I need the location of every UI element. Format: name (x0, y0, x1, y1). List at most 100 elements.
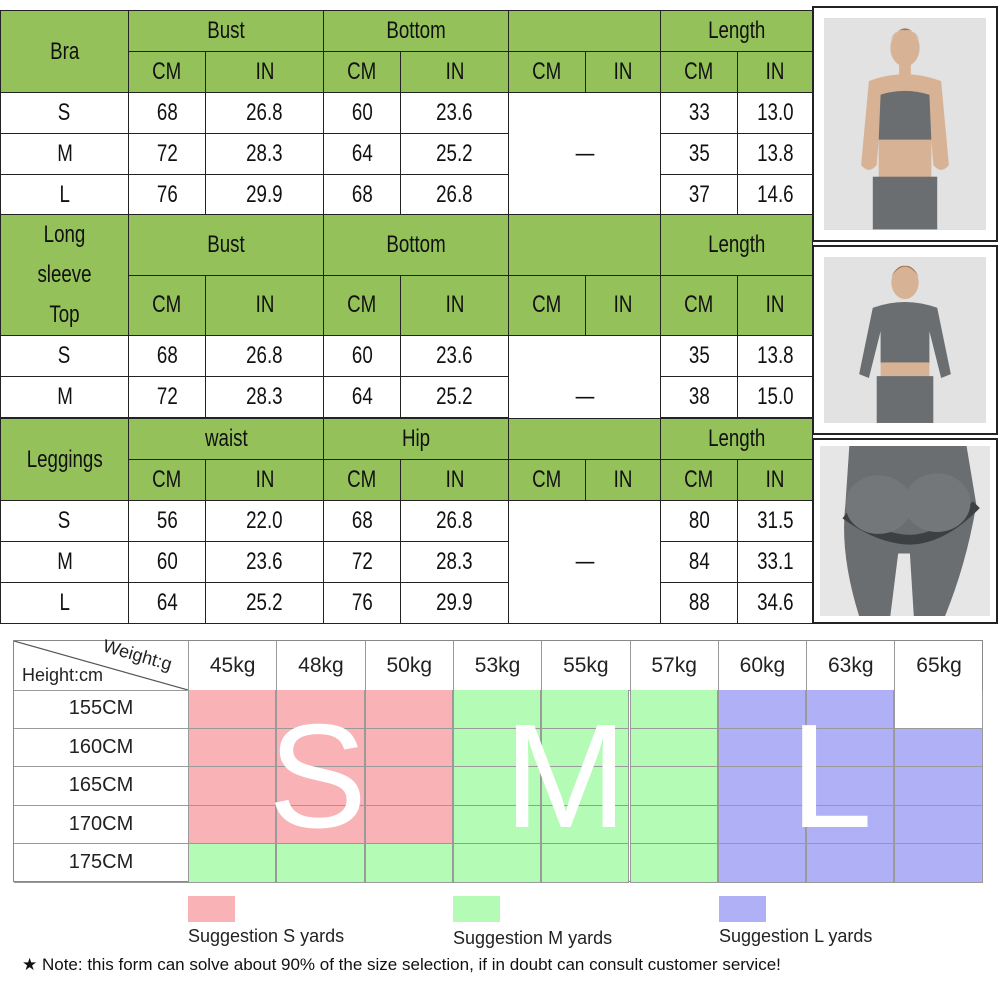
unit-label: CM (152, 58, 182, 85)
value-cell: 28.3 (205, 133, 324, 175)
value-label: 29.9 (246, 181, 283, 208)
value-cell: 88 (660, 582, 739, 624)
model-bra-image (824, 18, 986, 230)
unit-header: CM (128, 274, 206, 336)
value-label: 64 (351, 383, 373, 410)
group-header: Bottom (323, 10, 509, 52)
legend-swatch-l (719, 896, 766, 922)
group-header-label: Bust (207, 17, 245, 44)
grid-cell-L (806, 844, 895, 883)
value-label: 80 (688, 507, 710, 534)
group-header-label: Length (707, 17, 766, 44)
table-category: Leggings (0, 418, 129, 501)
grid-cell-M (452, 767, 542, 806)
value-cell: 23.6 (205, 541, 324, 583)
group-header: Hip (322, 418, 510, 460)
value-label: 68 (156, 99, 178, 126)
model-leggings-image (820, 446, 990, 616)
group-header: waist (128, 418, 324, 460)
grid-cell-L (894, 728, 983, 767)
table-row: S 56 22.0 68 26.8 — 80 31.5 (0, 500, 814, 624)
unit-header: CM (660, 51, 738, 93)
unit-label: IN (765, 58, 785, 85)
weight-header: 45kg (188, 641, 276, 690)
unit-label: CM (532, 58, 562, 85)
value-cell: 68 (323, 500, 401, 542)
unit-header: IN (737, 274, 813, 336)
value-cell: 35 (660, 335, 738, 377)
height-label: 160CM (14, 729, 188, 767)
grid-cell-M (188, 844, 277, 883)
grid-cell-S (276, 805, 365, 844)
size-cell: S (0, 500, 129, 542)
value-cell: 26.8 (205, 335, 324, 377)
size-cell: M (0, 541, 129, 583)
value-cell: 22.0 (205, 500, 324, 542)
grid-cell-S (276, 690, 365, 729)
value-label: 64 (351, 140, 373, 167)
grid-cell-S (188, 728, 277, 767)
value-label: 37 (688, 181, 710, 208)
size-table-1: Bra Bust Bottom Length CM IN CM IN CM IN CM IN S 68 26… (0, 10, 813, 216)
value-label: 28.3 (436, 548, 473, 575)
value-cell: 26.8 (205, 92, 324, 134)
value-cell: 34.6 (737, 582, 814, 624)
value-label: 29.9 (436, 589, 473, 616)
value-label: 72 (351, 548, 373, 575)
value-label: 38 (688, 383, 710, 410)
leggings-photo (812, 438, 998, 624)
value-label: 13.8 (756, 140, 794, 167)
unit-header: CM (128, 51, 206, 93)
value-label: 25.2 (436, 383, 473, 410)
value-label: 28.3 (246, 140, 283, 167)
size-label: S (58, 507, 71, 534)
unit-label: IN (613, 58, 633, 85)
value-label: 23.6 (246, 548, 283, 575)
unit-label: CM (347, 466, 377, 493)
unit-header: IN (205, 459, 324, 501)
value-label: 25.2 (246, 589, 283, 616)
legend-label-l: Suggestion L yards (719, 926, 873, 946)
grid-cell-M (629, 690, 718, 729)
size-letter-s: S (268, 694, 368, 859)
value-cell: 76 (323, 582, 401, 624)
model-long-sleeve-image (824, 257, 986, 423)
value-label: 72 (156, 140, 178, 167)
grid-cell-S (188, 805, 277, 844)
grid-cell-L (717, 844, 807, 883)
value-label: 25.2 (436, 140, 473, 167)
legend-swatch-s (188, 896, 235, 922)
grid-cell-M (629, 844, 718, 883)
value-label: 28.3 (246, 383, 283, 410)
table-row: M 72 28.3 64 25.2 38 15.0 (0, 376, 813, 418)
value-cell: 25.2 (400, 376, 509, 418)
value-cell: 64 (323, 133, 401, 175)
value-cell: 64 (323, 376, 401, 418)
grid-cell-M (541, 690, 630, 729)
unit-label: IN (765, 466, 785, 493)
size-label: M (56, 140, 73, 167)
grid-cell-M (629, 805, 718, 844)
size-letter-m: M (503, 694, 628, 859)
value-cell: 23.6 (400, 335, 509, 377)
value-cell: 72 (128, 376, 206, 418)
size-cell: M (0, 376, 129, 418)
value-cell: 68 (128, 92, 206, 134)
value-label: 14.6 (756, 181, 794, 208)
value-label: 23.6 (436, 342, 473, 369)
unit-label: IN (765, 291, 785, 319)
value-label: 13.0 (756, 99, 794, 126)
unit-label: IN (613, 466, 633, 493)
table-row: M 60 23.6 72 28.3 84 33.1 (0, 541, 814, 583)
grid-cell-L (894, 844, 983, 883)
height-label: 155CM (14, 690, 188, 729)
size-cell: S (0, 92, 129, 134)
size-label: L (59, 589, 70, 616)
unit-header: IN (400, 51, 509, 93)
unit-header: CM (660, 459, 739, 501)
value-cell: 25.2 (205, 582, 324, 624)
value-cell: 28.3 (399, 541, 510, 583)
value-label: 26.8 (436, 507, 473, 534)
weight-header: 60kg (717, 641, 806, 690)
grid-cell-L (806, 728, 895, 767)
